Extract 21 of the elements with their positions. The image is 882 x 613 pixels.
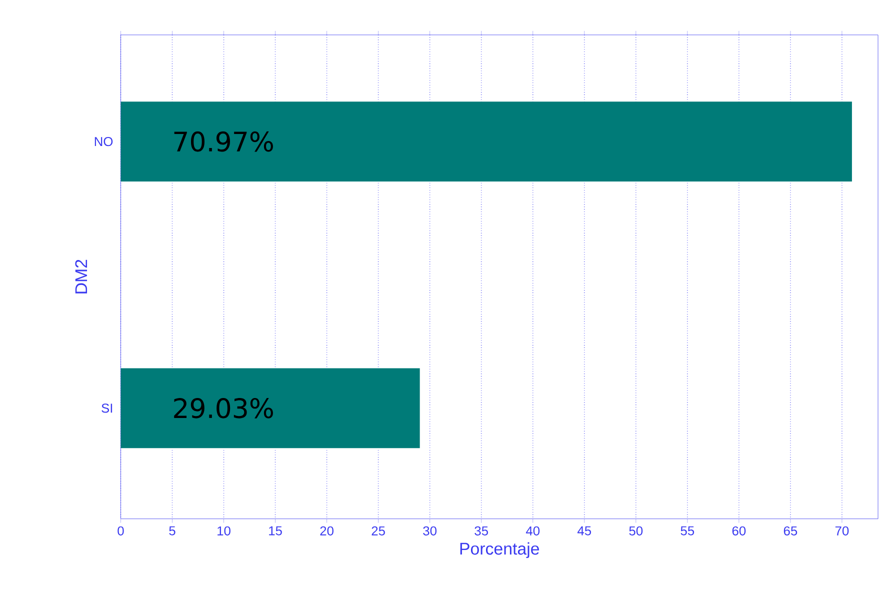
x-tick-label: 60 — [732, 526, 746, 536]
x-tick-label: 10 — [218, 526, 230, 536]
x-tick-label: 5 — [169, 526, 176, 536]
x-tick-label: 40 — [526, 526, 540, 536]
x-tick-label: 20 — [320, 526, 334, 536]
x-tick-label: 35 — [474, 526, 488, 536]
y-tick-label: SI — [102, 404, 112, 413]
data-label: 29.03% — [174, 398, 273, 419]
x-tick-label: 0 — [118, 526, 124, 536]
x-tick-label: 15 — [269, 526, 282, 536]
x-tick-label: 25 — [372, 526, 385, 536]
x-tick-label: 65 — [784, 526, 798, 536]
x-tick-label: 30 — [423, 526, 437, 536]
x-tick-label: 55 — [680, 526, 694, 536]
x-tick-label: 50 — [629, 526, 643, 536]
y-tick-label: NO — [94, 137, 113, 146]
x-tick-label: 45 — [577, 526, 592, 536]
y-axis-title: DM2 — [75, 260, 88, 294]
x-tick-label: 70 — [835, 526, 849, 536]
x-axis-title: Porcentaje — [460, 542, 540, 558]
data-label: 70.97% — [174, 132, 273, 152]
